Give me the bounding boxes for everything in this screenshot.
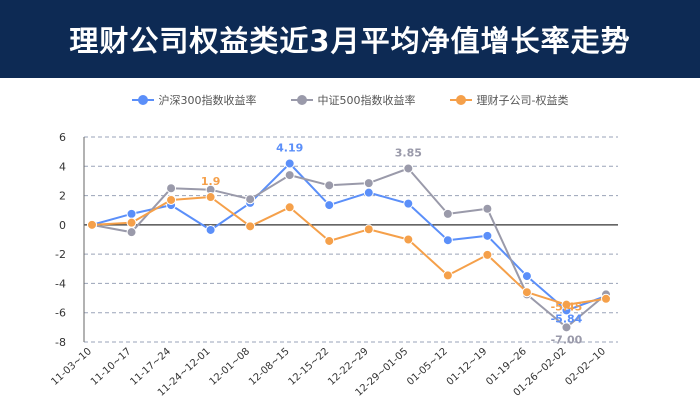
data-point xyxy=(166,194,177,205)
x-tick-label: 11-03~10 xyxy=(49,346,94,388)
y-tick-label: 6 xyxy=(59,131,66,144)
data-label: -5.84 xyxy=(551,312,583,325)
legend-label-zz500: 中证500指数收益率 xyxy=(317,94,416,107)
data-point xyxy=(521,287,532,298)
data-point xyxy=(363,178,374,189)
data-point xyxy=(126,208,137,219)
data-label: 4.19 xyxy=(276,142,303,155)
data-point xyxy=(442,208,453,219)
data-point xyxy=(284,170,295,181)
data-point xyxy=(245,194,256,205)
y-tick-label: 0 xyxy=(59,219,66,232)
legend-item-wealth-equity[interactable]: 理财子公司-权益类 xyxy=(449,92,569,108)
chart-title: 理财公司权益类近3月平均净值增长率走势 xyxy=(0,0,700,78)
data-label: 1.9 xyxy=(201,175,221,188)
series-line-2 xyxy=(91,196,607,306)
chart-legend: 沪深300指数收益率 中证500指数收益率 理财子公司-权益类 xyxy=(0,92,700,108)
data-point xyxy=(482,249,493,260)
data-point xyxy=(205,224,216,235)
y-tick-label: -4 xyxy=(55,277,66,290)
data-point xyxy=(442,270,453,281)
data-point xyxy=(324,180,335,191)
data-point xyxy=(403,198,414,209)
series-line-1 xyxy=(91,167,607,329)
data-point xyxy=(166,183,177,194)
data-point xyxy=(482,203,493,214)
data-label: -7.00 xyxy=(551,333,583,346)
data-point xyxy=(601,293,611,304)
x-tick-label: 12-08~15 xyxy=(247,346,292,388)
data-point xyxy=(363,187,374,198)
y-tick-label: -2 xyxy=(55,248,66,261)
y-tick-label: -6 xyxy=(55,307,66,320)
legend-swatch-zz500 xyxy=(290,95,313,105)
x-tick-label: 02-02~10 xyxy=(563,346,608,388)
legend-item-zz500[interactable]: 中证500指数收益率 xyxy=(290,92,416,108)
data-point xyxy=(284,158,295,169)
legend-label-wealth-equity: 理财子公司-权益类 xyxy=(476,94,569,107)
x-tick-label: 12-01~08 xyxy=(208,346,253,388)
data-point xyxy=(403,163,414,174)
data-point xyxy=(126,227,137,238)
legend-swatch-wealth-equity xyxy=(449,95,472,105)
data-point xyxy=(363,224,374,235)
data-point xyxy=(324,200,335,211)
data-label: 3.85 xyxy=(395,146,422,159)
data-point xyxy=(87,219,97,230)
x-tick-label: 12-15~22 xyxy=(287,346,332,388)
data-point xyxy=(482,230,493,241)
data-point xyxy=(561,299,572,310)
x-tick-label: 01-05~12 xyxy=(405,346,450,388)
series-line-0 xyxy=(91,162,607,312)
legend-label-hs300: 沪深300指数收益率 xyxy=(158,94,257,107)
y-tick-label: -8 xyxy=(55,336,66,349)
data-point xyxy=(442,235,453,246)
data-point xyxy=(403,234,414,245)
legend-item-hs300[interactable]: 沪深300指数收益率 xyxy=(131,92,257,108)
y-tick-label: 2 xyxy=(59,190,66,203)
data-point xyxy=(126,217,137,228)
data-label: -5.45 xyxy=(551,301,583,314)
data-point xyxy=(521,271,532,282)
x-tick-label: 01-12~19 xyxy=(445,346,490,388)
data-point xyxy=(205,192,216,203)
x-tick-label: 11-10~17 xyxy=(89,346,134,388)
data-point xyxy=(284,202,295,213)
data-point xyxy=(245,221,256,232)
legend-swatch-hs300 xyxy=(131,95,154,105)
data-point xyxy=(561,322,572,333)
y-tick-label: 4 xyxy=(59,160,66,173)
data-point xyxy=(324,235,335,246)
